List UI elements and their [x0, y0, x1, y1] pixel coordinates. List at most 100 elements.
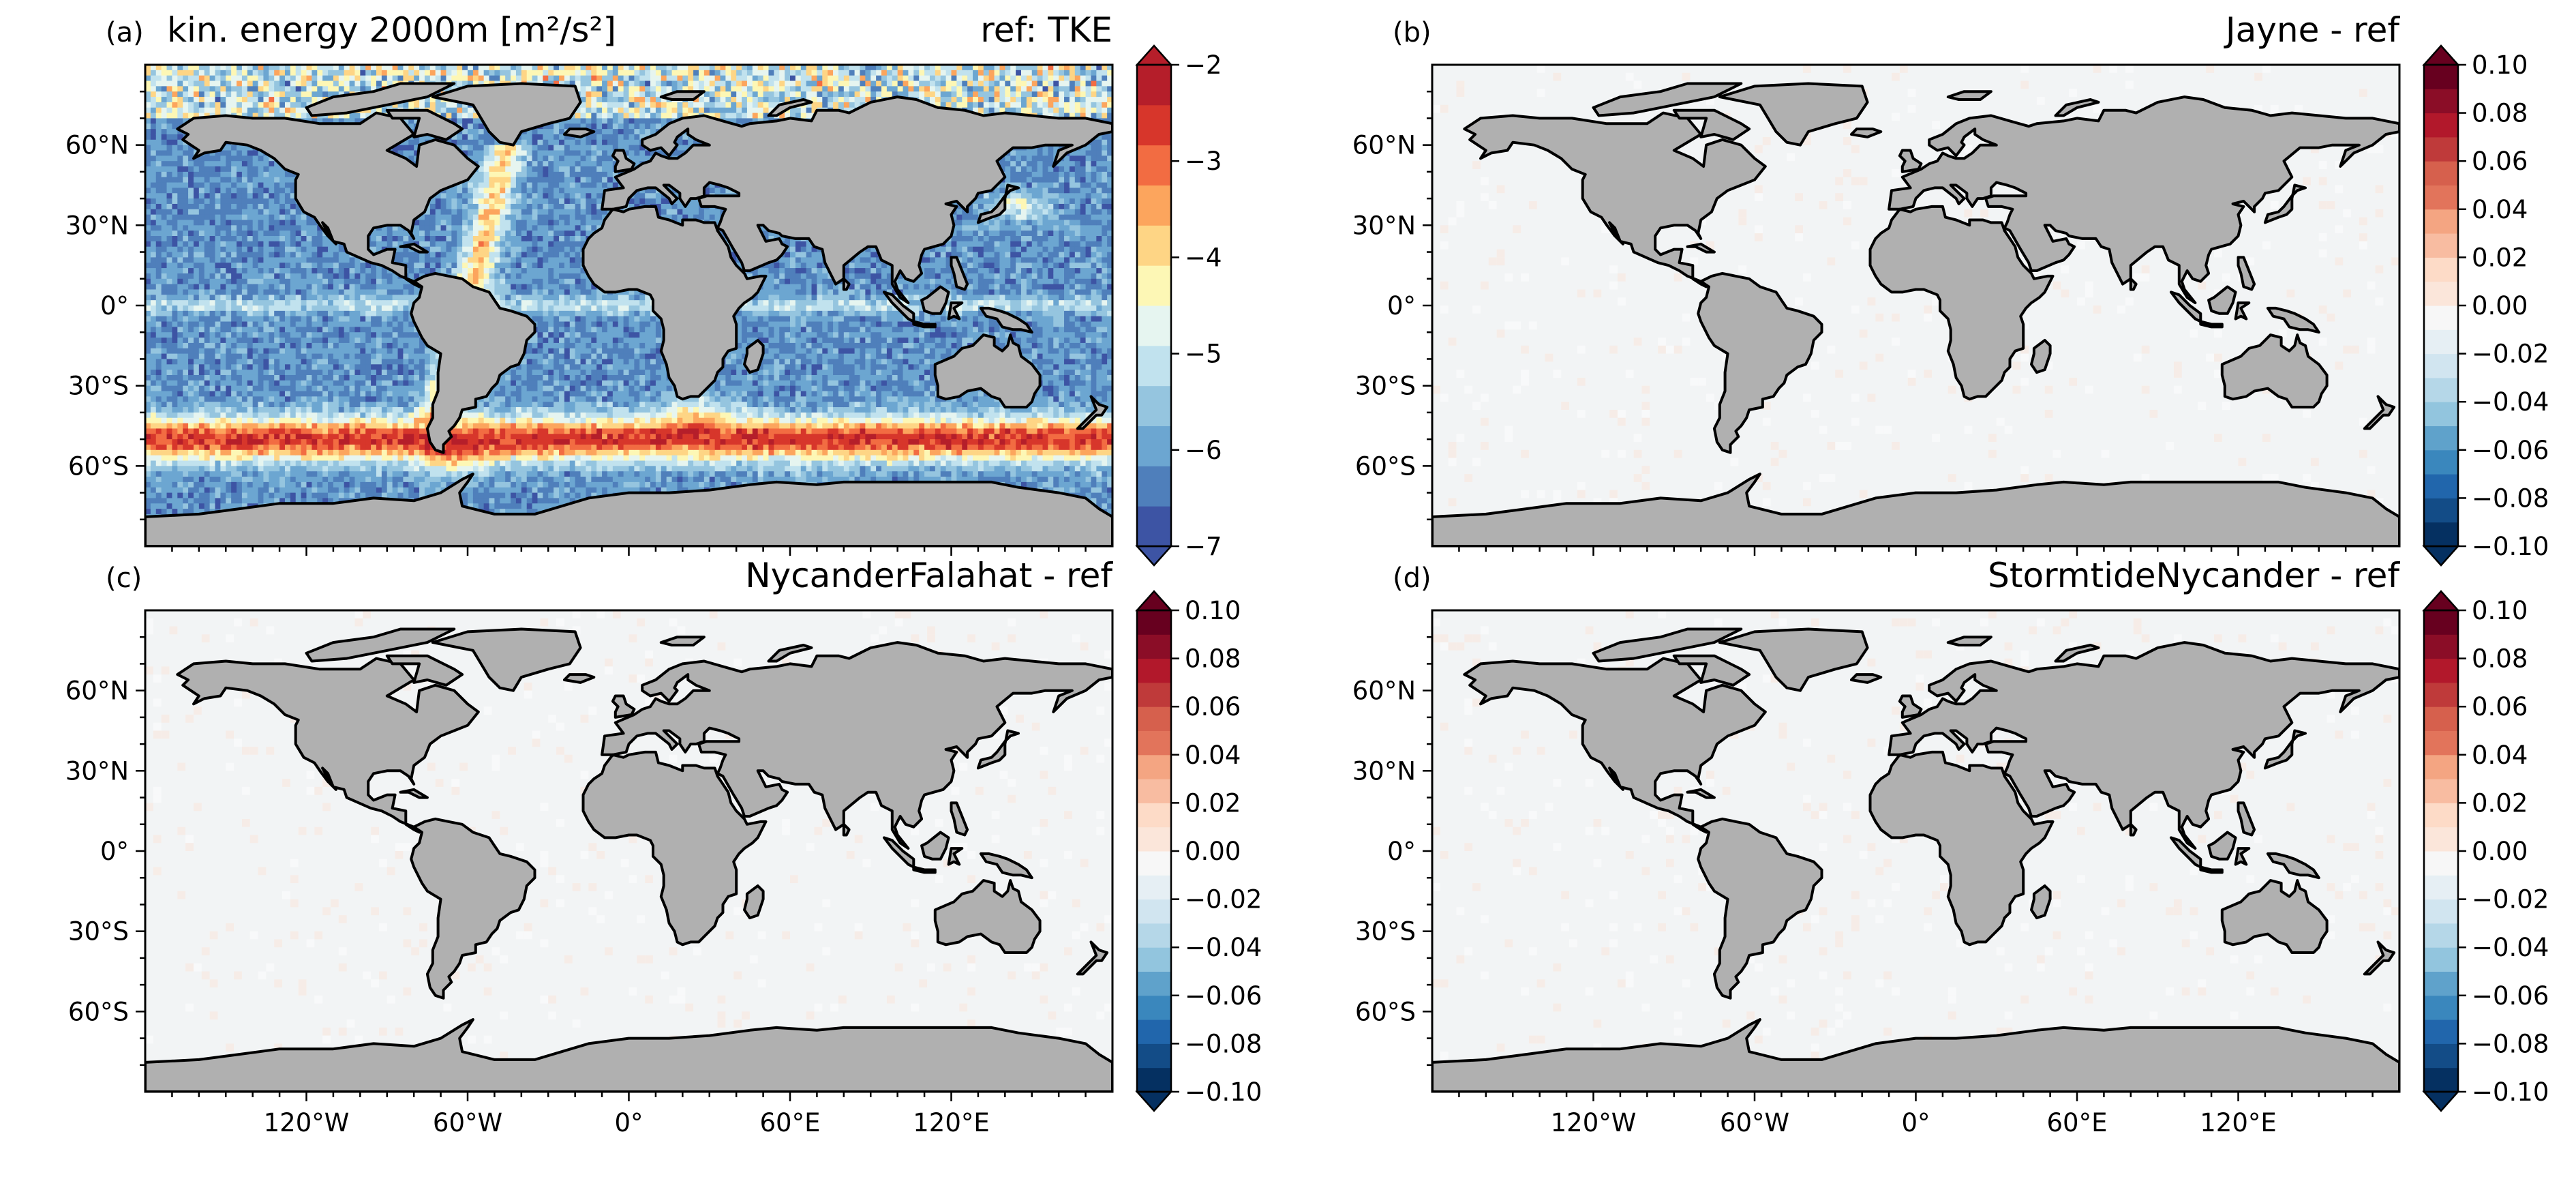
landmass-britain [1898, 694, 1923, 719]
landmass-java [912, 320, 937, 329]
landmass-borneo [920, 831, 950, 861]
map-a [145, 65, 1112, 546]
landmass-sri-lanka [842, 277, 851, 291]
colorbar-segment [2424, 851, 2458, 876]
lon-tick-label: 60°W [433, 1108, 502, 1137]
colorbar-tick-label: 0.02 [1185, 788, 1241, 818]
landmass-japan [2263, 729, 2307, 770]
colorbar-segment [2424, 161, 2458, 185]
lat-tick-label: 0° [1387, 837, 1416, 866]
colorbar-segment [1137, 1067, 1171, 1092]
colorbar-tick-label: 0.00 [1185, 837, 1241, 866]
landmass-madagascar [2030, 884, 2052, 920]
ticks-d [1423, 636, 2374, 1101]
landmass-australia [2220, 333, 2329, 408]
colorbar-tick-label: 0.06 [2472, 147, 2528, 176]
colorbar-tick-label: −0.10 [2472, 1077, 2549, 1107]
colorbar-tick-label: 0.06 [2472, 692, 2528, 721]
lon-tick-label: 60°E [760, 1108, 821, 1137]
landmass-cuba [399, 788, 429, 799]
colorbar-segment [1137, 385, 1171, 426]
colorbar-segment [2424, 449, 2458, 475]
colorbar-tick-label: 0.04 [1185, 741, 1241, 770]
colorbar-d: 0.10 0.08 0.06 0.04 0.02 0.00 −0.02 −0.04 −0.06 −… [2422, 590, 2549, 1112]
colorbar-tick-label: 0.04 [2472, 741, 2528, 770]
land-b [1432, 82, 2399, 546]
colorbar-segment [1137, 730, 1171, 756]
landmass-philippines [2237, 801, 2256, 837]
lat-tick-label: 60°S [1355, 451, 1416, 481]
colorbar-segment [1137, 1019, 1171, 1044]
landmass-greenland [431, 627, 582, 692]
colorbar-tick-label: 0.10 [2472, 596, 2528, 625]
landmass-new-zealand [1076, 940, 1109, 976]
colorbar-tick-label: 0.02 [2472, 788, 2528, 818]
landmass-north-america [176, 657, 480, 834]
colorbar-tick-label: 0.00 [2472, 291, 2528, 321]
landmass-britain [611, 149, 636, 173]
colorbar-tick-label: 0.04 [2472, 195, 2528, 224]
landmass-novaya-zemlya [767, 98, 813, 117]
colorbar-tick-label: −3 [1185, 147, 1222, 176]
colorbar-segment [1137, 345, 1171, 387]
landmass-baffin [385, 654, 464, 687]
colorbar-tick-label: 0.00 [2472, 837, 2528, 866]
landmass-svalbard [1946, 90, 1992, 101]
colorbar-segment [2424, 971, 2458, 996]
colorbar-segment [1137, 185, 1171, 226]
landmass-north-america [176, 111, 480, 288]
colorbar-segment [2424, 803, 2458, 828]
landmass-new-guinea [2266, 852, 2320, 880]
colorbar-tick-label: −0.06 [2472, 436, 2549, 465]
colorbar-segment [2424, 754, 2458, 779]
landmass-svalbard [659, 90, 706, 101]
colorbar-segment [1137, 947, 1171, 972]
landmass-philippines [2237, 256, 2256, 291]
colorbar-tick-label: 0.08 [2472, 99, 2528, 128]
landmass-sulawesi [2234, 301, 2251, 321]
landmass-iceland [562, 673, 596, 684]
panel-subtitle: Jayne - ref [2224, 10, 2400, 50]
lon-tick-label: 120°W [1551, 1108, 1637, 1137]
lat-tick-label: 60°S [68, 451, 129, 481]
landmass-sri-lanka [2129, 277, 2138, 291]
landmass-eurasia [1888, 641, 2399, 850]
colorbar-tick-label: −0.04 [1185, 933, 1262, 962]
colorbar-segment [2424, 658, 2458, 683]
panel-d: 60°N 30°N 0° 30°S 60°S 120°W 60°W 0° 60°E 120°E (d… [1352, 556, 2549, 1137]
landmass-japan [976, 729, 1020, 770]
colorbar-segment [2424, 899, 2458, 924]
colorbar-segment [2424, 281, 2458, 306]
landmass-new-guinea [979, 306, 1033, 334]
panel-title: kin. energy 2000m [m²/s²] [167, 10, 616, 50]
landmass-antarctica [145, 473, 1112, 546]
colorbar-segment [1137, 971, 1171, 996]
colorbar-tick-label: 0.10 [1185, 596, 1241, 625]
colorbar-segment [1137, 754, 1171, 779]
colorbar-segment [2424, 498, 2458, 523]
landmass-africa [1868, 750, 2055, 947]
ticks-a [136, 90, 1087, 556]
colorbar-extend-min [2422, 1090, 2460, 1112]
colorbar-segment [2424, 306, 2458, 330]
colorbar-segment [2424, 185, 2458, 210]
lat-tick-label: 30°S [1355, 372, 1416, 401]
colorbar-segment [2424, 377, 2458, 402]
colorbar-segment [2424, 682, 2458, 707]
landmass-philippines [950, 801, 969, 837]
colorbar-frame [1136, 63, 1172, 548]
landmass-greenland [431, 82, 582, 147]
lon-tick-label: 120°E [2200, 1108, 2277, 1137]
landmass-greenland [1718, 82, 1869, 147]
lat-tick-label: 0° [100, 837, 129, 866]
lon-tick-label: 0° [1901, 1108, 1930, 1137]
colorbar-tick-label: −0.04 [2472, 387, 2549, 417]
lat-tick-label: 30°S [68, 917, 129, 947]
panel-label: (c) [106, 563, 142, 594]
colorbar-segment [2424, 209, 2458, 234]
lat-tick-label: 60°N [65, 131, 129, 160]
lon-tick-label: 120°E [913, 1108, 990, 1137]
colorbar-extend-max [1135, 44, 1173, 66]
landmass-java [2199, 865, 2224, 874]
colorbar-a: −2 −3 −4 −5 −6 −7 [1135, 44, 1222, 567]
